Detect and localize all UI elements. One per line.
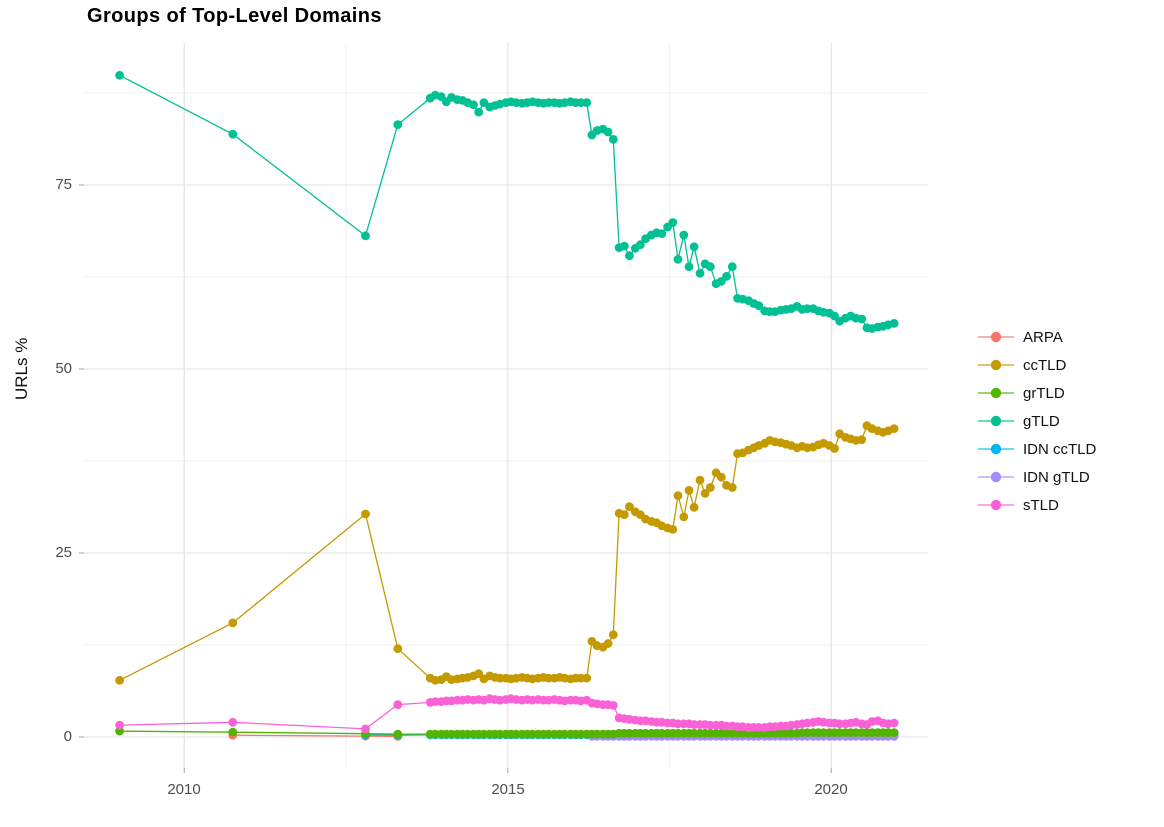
- y-tick-label-50: 50: [55, 360, 72, 377]
- legend-label: ARPA: [1023, 328, 1063, 346]
- y-tick-label-0: 0: [63, 728, 72, 745]
- legend-item-IDN-ccTLD: IDN ccTLD: [976, 435, 1096, 463]
- legend-label: grTLD: [1023, 384, 1065, 402]
- series-points-ccTLD: [115, 421, 899, 685]
- legend-key-icon: [978, 499, 1014, 511]
- legend-item-ARPA: ARPA: [976, 323, 1096, 351]
- legend-key-icon: [978, 471, 1014, 483]
- legend-label: IDN ccTLD: [1023, 440, 1097, 458]
- legend-label: gTLD: [1023, 412, 1060, 430]
- legend-label: ccTLD: [1023, 356, 1067, 374]
- legend-key-icon: [978, 415, 1014, 427]
- legend-key-icon: [978, 331, 1014, 343]
- series-points-gTLD: [115, 70, 899, 333]
- legend-item-sTLD: sTLD: [976, 491, 1096, 519]
- legend-item-ccTLD: ccTLD: [976, 351, 1096, 379]
- legend-item-IDN-gTLD: IDN gTLD: [976, 463, 1096, 491]
- chart-title: Groups of Top-Level Domains: [87, 5, 382, 27]
- legend-key-icon: [978, 359, 1014, 371]
- x-tick-label-2020: 2020: [814, 781, 848, 798]
- x-tick-label-2010: 2010: [167, 781, 201, 798]
- y-tick-label-25: 25: [55, 544, 72, 561]
- x-tick-label-2015: 2015: [491, 781, 525, 798]
- legend-key-icon: [978, 443, 1014, 455]
- legend-label: IDN gTLD: [1023, 468, 1090, 486]
- series-points-sTLD: [115, 694, 899, 734]
- y-tick-label-75: 75: [55, 176, 72, 193]
- legend-item-grTLD: grTLD: [976, 379, 1096, 407]
- legend-label: sTLD: [1023, 496, 1059, 514]
- legend: ARPA ccTLD grTLD gTLD IDN ccTLD IDN gTLD sTLD: [976, 323, 1096, 519]
- legend-item-gTLD: gTLD: [976, 407, 1096, 435]
- series-line-gTLD: [119, 74, 895, 330]
- legend-key-icon: [978, 387, 1014, 399]
